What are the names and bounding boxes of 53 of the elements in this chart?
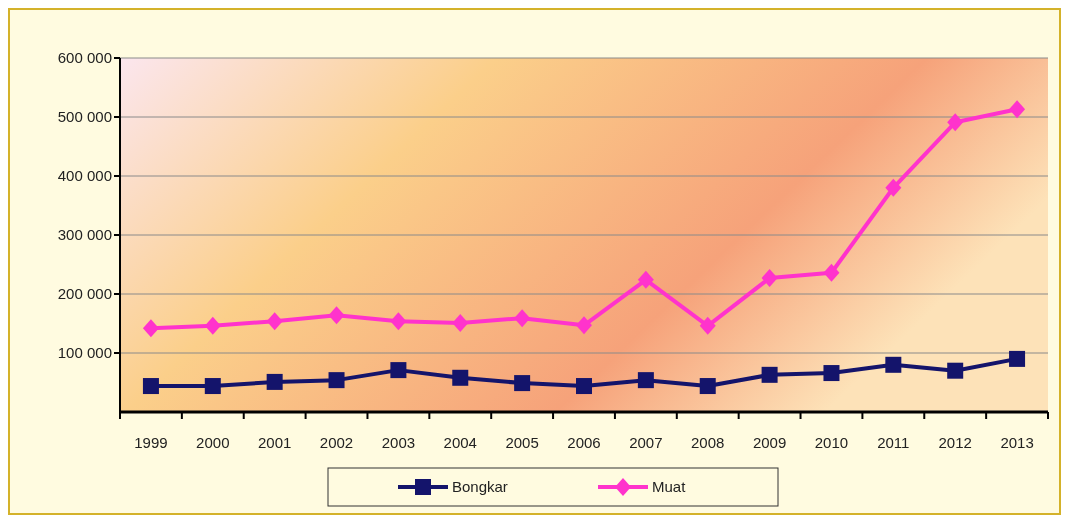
point bbox=[761, 269, 778, 288]
point bbox=[328, 306, 345, 325]
point bbox=[885, 356, 902, 373]
x-tick-label: 2012 bbox=[938, 434, 972, 451]
point bbox=[947, 113, 964, 132]
point bbox=[514, 309, 531, 328]
y-tick-label: 400 000 bbox=[57, 167, 112, 185]
x-tick-label: 2003 bbox=[381, 434, 416, 451]
x-tick-label: 1999 bbox=[134, 434, 168, 451]
y-tick-label: 100 000 bbox=[57, 344, 112, 362]
point bbox=[452, 313, 469, 332]
legend-label: Bongkar bbox=[452, 478, 508, 496]
y-tick-label: 300 000 bbox=[57, 226, 112, 244]
point bbox=[452, 369, 469, 386]
x-tick-label: 2002 bbox=[319, 434, 354, 451]
point bbox=[266, 373, 283, 390]
point bbox=[514, 375, 531, 392]
x-tick-label: 2009 bbox=[752, 434, 787, 451]
x-tick-label: 2004 bbox=[443, 434, 477, 451]
point bbox=[576, 378, 592, 395]
point bbox=[390, 362, 407, 379]
y-tick-label: 200 000 bbox=[57, 285, 112, 303]
point bbox=[637, 270, 654, 289]
point bbox=[699, 316, 716, 335]
point bbox=[204, 378, 221, 395]
y-tick-label: 600 000 bbox=[57, 49, 112, 67]
point bbox=[390, 312, 407, 331]
point bbox=[823, 263, 840, 282]
point bbox=[1009, 350, 1026, 367]
point bbox=[1009, 100, 1026, 119]
point bbox=[637, 372, 654, 389]
x-tick-label: 2010 bbox=[814, 434, 849, 451]
x-tick-label: 2005 bbox=[505, 434, 539, 451]
point bbox=[576, 316, 592, 335]
point bbox=[266, 312, 283, 331]
x-tick-label: 2011 bbox=[877, 434, 910, 451]
point bbox=[142, 319, 159, 338]
point bbox=[142, 378, 159, 395]
point bbox=[761, 366, 778, 383]
x-tick-label: 2000 bbox=[196, 434, 230, 451]
y-tick-label: 500 000 bbox=[57, 108, 112, 126]
point bbox=[823, 365, 840, 382]
point bbox=[885, 178, 902, 197]
x-tick-label: 2013 bbox=[1000, 434, 1034, 451]
x-tick-label: 2008 bbox=[691, 434, 725, 451]
legend-label: Muat bbox=[652, 478, 687, 496]
x-tick-label: 2001 bbox=[257, 434, 292, 451]
point bbox=[947, 362, 964, 379]
x-tick-label: 2007 bbox=[629, 434, 663, 451]
point bbox=[204, 316, 221, 335]
x-tick-label: 2006 bbox=[567, 434, 601, 451]
point bbox=[328, 372, 345, 389]
point bbox=[699, 378, 716, 395]
